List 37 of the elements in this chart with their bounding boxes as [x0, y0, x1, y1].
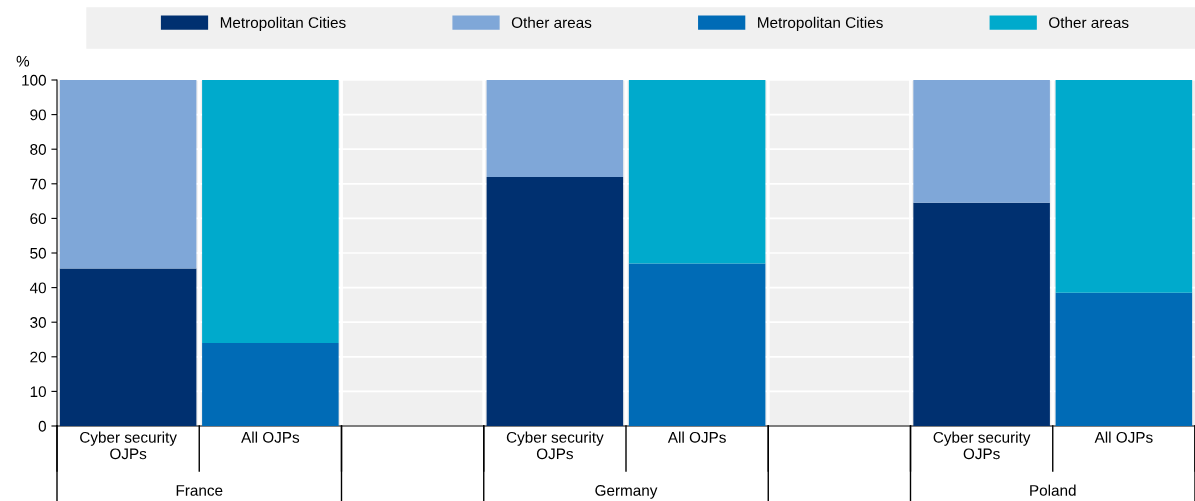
bar	[913, 202, 1050, 426]
y-tick-label: 10	[30, 386, 46, 398]
bar	[202, 80, 339, 343]
y-axis-title: %	[16, 55, 30, 67]
x-tick-label: All OJPs	[241, 431, 300, 443]
bar	[202, 342, 339, 426]
x-tick-label: Cyber security OJPs	[933, 431, 1031, 460]
text: France	[176, 485, 223, 496]
bar	[59, 80, 197, 269]
bar	[486, 176, 624, 426]
bar	[59, 268, 197, 426]
text: Germany	[595, 485, 658, 499]
y-tick-label: 90	[30, 109, 46, 121]
legend-label: Metropolitan Cities	[220, 16, 346, 32]
x-tick-label: Cyber security OJPs	[506, 431, 604, 460]
x-tick-label: Cyber security OJPs	[80, 431, 177, 460]
y-tick-label: 100	[22, 74, 46, 86]
bar	[486, 80, 624, 177]
bar	[1055, 292, 1193, 426]
y-tick-label: 0	[38, 420, 46, 432]
y-tick-label: 30	[30, 317, 46, 328]
bar	[628, 80, 766, 264]
x-tick-label: All OJPs	[1094, 431, 1153, 443]
y-tick-label: 50	[30, 247, 46, 259]
y-tick-label: 70	[30, 178, 46, 190]
legend-label: Other areas	[1049, 16, 1129, 29]
y-tick-label: 80	[30, 144, 46, 155]
legend-label: Other areas	[511, 16, 592, 29]
bar	[913, 80, 1050, 203]
bar	[1055, 80, 1193, 293]
y-tick-label: 20	[30, 351, 46, 363]
y-tick-label: 40	[29, 282, 46, 294]
legend-label: Metropolitan Cities	[758, 16, 883, 32]
text: Poland	[1030, 484, 1076, 496]
x-tick-label: All OJPs	[667, 431, 726, 443]
y-tick-label: 60	[30, 213, 46, 225]
bar	[628, 263, 766, 426]
